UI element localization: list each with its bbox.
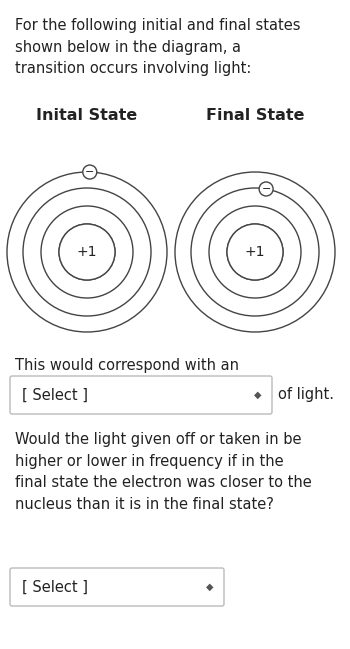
- FancyBboxPatch shape: [10, 376, 272, 414]
- Text: ◆: ◆: [206, 582, 214, 592]
- Text: +1: +1: [77, 245, 97, 259]
- Text: [ Select ]: [ Select ]: [22, 580, 88, 594]
- Text: of light.: of light.: [278, 387, 334, 402]
- Text: ◆: ◆: [254, 390, 262, 400]
- Circle shape: [259, 182, 273, 196]
- Text: [ Select ]: [ Select ]: [22, 387, 88, 402]
- Text: For the following initial and final states
shown below in the diagram, a
transit: For the following initial and final stat…: [15, 18, 301, 76]
- Text: This would correspond with an: This would correspond with an: [15, 358, 239, 373]
- Circle shape: [59, 224, 115, 280]
- Circle shape: [83, 165, 97, 179]
- Text: +1: +1: [245, 245, 265, 259]
- Text: Final State: Final State: [206, 108, 304, 123]
- FancyBboxPatch shape: [10, 568, 224, 606]
- Text: Would the light given off or taken in be
higher or lower in frequency if in the
: Would the light given off or taken in be…: [15, 432, 312, 512]
- Circle shape: [227, 224, 283, 280]
- Text: Inital State: Inital State: [36, 108, 138, 123]
- Text: −: −: [261, 184, 271, 194]
- Text: −: −: [85, 167, 94, 177]
